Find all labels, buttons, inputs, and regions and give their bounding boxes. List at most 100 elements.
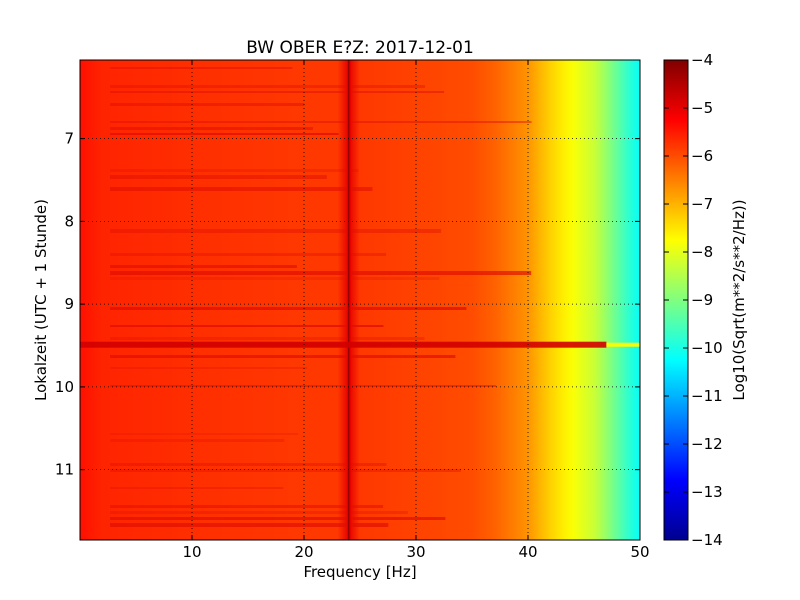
spectrogram-band: [110, 463, 387, 466]
y-tick-label: 11: [55, 461, 74, 479]
colorbar-tick-label: −5: [691, 99, 713, 117]
spectrogram-row: [80, 486, 640, 492]
y-tick-label: 8: [64, 212, 74, 230]
spectrogram-row: [80, 66, 640, 72]
colorbar-label: Log10(Sqrt(m**2/s**2/Hz)): [730, 199, 748, 400]
spectrogram-band: [110, 469, 461, 472]
spectrogram-row: [80, 114, 640, 120]
spectrogram-band: [110, 175, 327, 179]
spectrogram-row: [80, 210, 640, 216]
spectrogram-features: [80, 60, 640, 540]
y-tick-label: 9: [64, 295, 74, 313]
spectrogram-row: [80, 120, 640, 126]
spectrogram-row: [80, 474, 640, 480]
spectrogram-row: [80, 414, 640, 420]
spectrogram-row: [80, 252, 640, 258]
spectrogram-row: [80, 156, 640, 162]
spectrogram-row: [80, 396, 640, 402]
spectrogram-row: [80, 234, 640, 240]
spectrogram-band: [110, 271, 532, 275]
spectrogram-row: [80, 420, 640, 426]
spectrogram-row: [80, 432, 640, 438]
spectrogram-row: [80, 438, 640, 444]
spectrogram-row: [80, 78, 640, 84]
x-tick-label: 10: [182, 543, 201, 561]
spectrogram-row: [80, 312, 640, 318]
spectrogram-row: [80, 372, 640, 378]
spectrogram-row: [80, 456, 640, 462]
spectrogram-band: [110, 253, 387, 256]
spectrogram-row: [80, 510, 640, 516]
colorbar-tick-label: −10: [691, 339, 723, 357]
colorbar-tick-label: −12: [691, 435, 723, 453]
spectrogram-band: [110, 367, 308, 369]
spectrogram-band: [110, 67, 293, 69]
spectrogram-row: [80, 300, 640, 306]
spectrogram-row: [80, 444, 640, 450]
colorbar: −4 −5 −6 −7 −8 −9 −10 −11 −12 −13 −14 Log10(Sqrt(m…: [663, 51, 748, 549]
spectrogram-band: [110, 133, 339, 135]
plot-frame: [79, 59, 641, 541]
spectrogram-row: [80, 258, 640, 264]
x-tick-label: 20: [294, 543, 313, 561]
spectrogram-rows: [80, 60, 640, 540]
spectrogram-band: [110, 439, 285, 442]
spectrogram-band: [110, 229, 442, 233]
spectrogram-row: [80, 390, 640, 396]
spectrogram-band: [110, 187, 373, 191]
spectrogram-row: [80, 426, 640, 432]
spectrogram-band: [110, 433, 299, 435]
spectrogram-row: [80, 168, 640, 174]
spectrogram-row: [80, 408, 640, 414]
spectrogram-band: [110, 121, 532, 123]
spectrogram-row: [80, 132, 640, 138]
spectrogram-row: [80, 126, 640, 132]
x-tick-label: 30: [406, 543, 425, 561]
colorbar-tick-label: −7: [691, 195, 713, 213]
y-axis: 7 8 9 10 11: [55, 130, 640, 479]
spectrogram-row: [80, 330, 640, 336]
spectrogram-row: [80, 264, 640, 270]
colorbar-ticks: −4 −5 −6 −7 −8 −9 −10 −11 −12 −13 −14: [664, 51, 723, 549]
spectrogram-row: [80, 450, 640, 456]
spectrogram-row: [80, 84, 640, 90]
spectrogram-row: [80, 318, 640, 324]
spectrogram-row: [80, 192, 640, 198]
chart-title: BW OBER E?Z: 2017-12-01: [246, 38, 474, 58]
spectrogram-band: [110, 337, 425, 340]
spectrogram-row: [80, 162, 640, 168]
spectrogram-row: [80, 102, 640, 108]
x-axis: 10 20 30 40 50: [182, 60, 650, 561]
colorbar-tick-label: −11: [691, 387, 723, 405]
spectrogram-row: [80, 498, 640, 504]
y-tick-label: 10: [55, 378, 74, 396]
colorbar-tick-label: −6: [691, 147, 713, 165]
spectrogram-band: [110, 169, 359, 172]
spectrogram-row: [80, 492, 640, 498]
spectrogram-band: [110, 103, 305, 106]
spectrogram-band: [110, 385, 497, 387]
spectrogram-row: [80, 288, 640, 294]
colorbar-tick-label: −13: [691, 483, 723, 501]
spectrogram-row: [80, 222, 640, 228]
spectrogram-band: [110, 307, 467, 310]
colorbar-tick-label: −8: [691, 243, 713, 261]
spectrogram-row: [80, 240, 640, 246]
spectrogram-row: [80, 462, 640, 468]
spectrogram-row: [80, 480, 640, 486]
spectrogram-row: [80, 144, 640, 150]
spectrogram-row: [80, 228, 640, 234]
spectrogram-band: [110, 277, 440, 280]
x-tick-label: 50: [630, 543, 649, 561]
spectrogram-band: [110, 265, 297, 268]
spectrogram-band: [110, 505, 384, 508]
y-axis-label: Lokalzeit (UTC + 1 Stunde): [32, 199, 50, 401]
spectrogram-row: [80, 528, 640, 534]
spectrogram-row: [80, 366, 640, 372]
spectrogram-row: [80, 108, 640, 114]
spectrogram-band: [110, 523, 389, 527]
spectrogram-row: [80, 294, 640, 300]
spectrogram-band: [110, 91, 445, 93]
spectrogram-row: [80, 60, 640, 66]
